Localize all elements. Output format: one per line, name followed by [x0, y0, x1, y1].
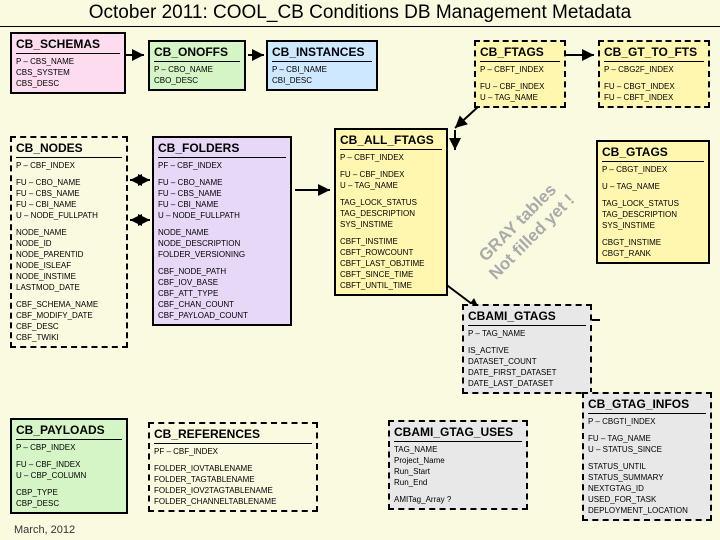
box-gtags: CB_GTAGS P – CBGT_INDEX U – TAG_NAME TAG…: [596, 140, 710, 264]
box-bami: CBAMI_GTAGS P – TAG_NAME IS_ACTIVE DATAS…: [462, 304, 592, 394]
box-refs: CB_REFERENCES PF – CBF_INDEX FOLDER_IOVT…: [148, 422, 318, 512]
title-underline: [0, 26, 720, 27]
box-nodes: CB_NODES P – CBF_INDEX FU – CBO_NAME FU …: [10, 136, 128, 348]
footer-date: March, 2012: [14, 524, 75, 536]
box-ftags: CB_FTAGS P – CBFT_INDEX FU – CBF_INDEX U…: [474, 40, 566, 108]
gray-stamp: GRAY tables Not filled yet !: [465, 170, 585, 290]
box-folders: CB_FOLDERS PF – CBF_INDEX FU – CBO_NAME …: [152, 136, 292, 326]
box-onoffs: CB_ONOFFS P – CBO_NAME CBO_DESC: [148, 40, 246, 91]
page-title: October 2011: COOL_CB Conditions DB Mana…: [0, 2, 720, 24]
schemas-title: CB_SCHEMAS: [16, 37, 120, 51]
box-infos: CB_GTAG_INFOS P – CBGTI_INDEX FU – TAG_N…: [582, 392, 712, 521]
box-allftags: CB_ALL_FTAGS P – CBFT_INDEX FU – CBF_IND…: [334, 128, 448, 296]
box-payloads: CB_PAYLOADS P – CBP_INDEX FU – CBF_INDEX…: [10, 418, 128, 514]
box-uses: CBAMI_GTAG_USES TAG_NAME Project_Name Ru…: [388, 420, 528, 510]
box-gt: CB_GT_TO_FTS P – CBG2F_INDEX FU – CBGT_I…: [598, 40, 710, 108]
box-instances: CB_INSTANCES P – CBI_NAME CBI_DESC: [266, 40, 378, 91]
box-schemas: CB_SCHEMAS P – CBS_NAME CBS_SYSTEM CBS_D…: [10, 32, 126, 94]
